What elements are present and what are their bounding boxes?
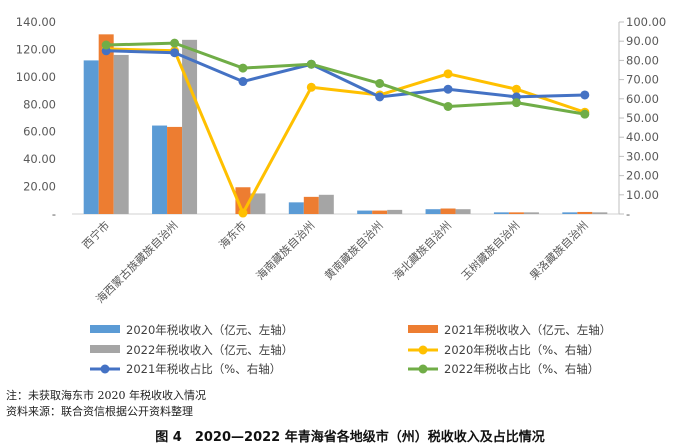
bar-1-2 xyxy=(152,125,168,214)
right-tick-label: 40.00 xyxy=(626,130,659,144)
legend-label: 2021年税收占比（%、右轴） xyxy=(126,362,281,376)
left-tick-label: 100.00 xyxy=(16,70,56,84)
bar-2-5 xyxy=(372,210,388,214)
line-point-3-7 xyxy=(511,98,521,108)
left-tick-label: 140.00 xyxy=(16,15,56,29)
left-tick-label: 20.00 xyxy=(23,180,56,194)
bar-3-2 xyxy=(182,39,198,215)
line-point-3-2 xyxy=(170,38,180,48)
line-point-1-7 xyxy=(511,84,521,94)
line-point-2-3 xyxy=(238,77,248,87)
tax-revenue-chart: -20.0040.0060.0080.00100.00120.00140.00 … xyxy=(16,15,667,376)
bar-1-1 xyxy=(83,60,99,215)
line-point-3-3 xyxy=(238,63,248,73)
category-label: 海北藏族自治州 xyxy=(390,218,454,282)
left-tick-label: - xyxy=(52,207,56,221)
bar-3-5 xyxy=(387,209,403,214)
bar-3-6 xyxy=(455,209,471,214)
right-tick-label: 60.00 xyxy=(626,92,659,106)
line-point-3-4 xyxy=(306,59,316,69)
line-series-3 xyxy=(106,41,586,116)
bar-2-4 xyxy=(303,196,319,214)
left-axis: - 20.00 40.00 60.00 80.00 100.00 120.00 140.00 xyxy=(16,15,56,221)
bar-series xyxy=(83,34,608,215)
category-label: 黄南藏族自治州 xyxy=(321,218,385,282)
legend-label: 2021年税收收入（亿元、左轴） xyxy=(444,323,611,337)
right-tick-label: 30.00 xyxy=(626,149,659,163)
category-label: 果洛藏族自治州 xyxy=(527,218,591,282)
line-point-1-6 xyxy=(443,69,453,79)
left-tick-label: 80.00 xyxy=(23,97,56,111)
bar-3-3 xyxy=(250,193,266,214)
category-label: 玉树藏族自治州 xyxy=(458,218,522,282)
line-point-2-2 xyxy=(170,48,180,58)
line-series-2 xyxy=(106,49,585,99)
bar-2-6 xyxy=(440,208,456,214)
right-tick-label: 90.00 xyxy=(626,34,659,48)
notes: 注：未获取海东市 2020 年税收收入情况 资料来源：联合资信根据公开资料整理 xyxy=(6,388,206,420)
left-tick-label: 60.00 xyxy=(23,125,56,139)
bar-3-7 xyxy=(523,212,539,214)
bar-3-1 xyxy=(113,54,129,214)
legend-marker xyxy=(418,364,428,374)
category-label: 海南藏族自治州 xyxy=(253,218,317,282)
legend-swatch xyxy=(90,325,120,333)
bar-3-4 xyxy=(318,194,334,214)
line-point-1-3 xyxy=(238,208,248,218)
figure-caption: 图 4 2020—2022 年青海省各地级市（州）税收收入及占比情况 xyxy=(155,430,545,445)
left-tick-label: 40.00 xyxy=(23,152,56,166)
legend-label: 2020年税收收入（亿元、左轴） xyxy=(126,323,293,337)
line-series xyxy=(101,38,590,218)
right-tick-label: 100.00 xyxy=(626,15,666,29)
right-tick-label: 50.00 xyxy=(626,111,659,125)
bar-1-6 xyxy=(425,209,441,214)
legend-marker xyxy=(418,345,428,355)
line-point-3-1 xyxy=(101,40,111,50)
legend-label: 2022年税收收入（亿元、左轴） xyxy=(126,343,293,357)
line-series-1 xyxy=(106,47,586,215)
category-label: 西宁市 xyxy=(79,218,112,251)
right-tick-label: 70.00 xyxy=(626,73,659,87)
legend-marker xyxy=(100,364,110,374)
bar-2-7 xyxy=(508,212,524,214)
note-missing-data: 注：未获取海东市 2020 年税收收入情况 xyxy=(6,389,206,402)
bar-1-5 xyxy=(357,210,373,214)
bar-1-7 xyxy=(493,212,509,214)
legend-swatch xyxy=(408,325,438,333)
line-point-3-5 xyxy=(375,78,385,88)
line-point-2-8 xyxy=(580,90,590,100)
bar-2-1 xyxy=(98,34,114,214)
line-point-3-6 xyxy=(443,101,453,111)
bar-1-4 xyxy=(288,202,304,214)
legend: 2020年税收收入（亿元、左轴） 2021年税收收入（亿元、左轴） 2022年税收收… xyxy=(90,323,611,376)
legend-swatch xyxy=(90,345,120,353)
line-point-1-4 xyxy=(306,82,316,92)
legend-label: 2020年税收占比（%、右轴） xyxy=(444,343,599,357)
bar-3-8 xyxy=(592,212,608,214)
right-tick-label: - xyxy=(626,207,630,221)
line-point-2-5 xyxy=(375,92,385,102)
legend-label: 2022年税收占比（%、右轴） xyxy=(444,362,599,376)
line-point-2-6 xyxy=(443,84,453,94)
bar-1-8 xyxy=(562,212,578,214)
right-axis: - 10.00 20.00 30.00 40.00 50.00 60.00 70.00 80.0… xyxy=(618,15,666,221)
right-tick-label: 10.00 xyxy=(626,188,659,202)
right-tick-label: 80.00 xyxy=(626,53,659,67)
bar-2-8 xyxy=(577,211,593,214)
note-source: 资料来源：联合资信根据公开资料整理 xyxy=(6,405,193,418)
left-tick-label: 120.00 xyxy=(16,42,56,56)
bar-2-2 xyxy=(167,126,183,214)
category-label: 海东市 xyxy=(216,218,249,251)
line-point-3-8 xyxy=(580,109,590,119)
right-tick-label: 20.00 xyxy=(626,169,659,183)
